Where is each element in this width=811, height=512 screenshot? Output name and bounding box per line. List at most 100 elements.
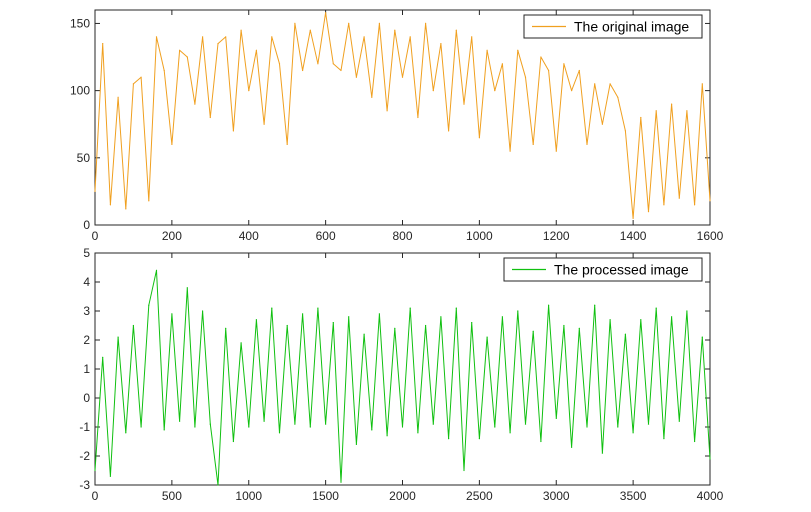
data-point (163, 69, 165, 72)
data-point (394, 327, 396, 329)
data-point (686, 310, 688, 312)
data-point (355, 76, 357, 78)
data-point (486, 336, 488, 338)
data-point (378, 313, 380, 315)
data-point (355, 443, 357, 445)
data-point (432, 423, 434, 425)
data-point (425, 324, 427, 327)
y-tick-label: -2 (79, 449, 90, 463)
x-tick-label: 600 (316, 229, 336, 243)
x-tick-label: 1000 (466, 229, 493, 243)
data-point (209, 423, 211, 425)
data-point (255, 319, 257, 321)
data-point (317, 307, 319, 309)
data-point (302, 313, 304, 315)
data-point (248, 90, 250, 92)
data-point (417, 432, 419, 434)
data-point (202, 36, 204, 38)
data-point (401, 76, 404, 78)
data-point (125, 432, 127, 434)
data-point (655, 307, 657, 309)
data-point (494, 426, 496, 428)
data-point (663, 204, 665, 206)
data-point (209, 116, 211, 119)
data-point (179, 420, 181, 422)
x-tick-label: 4000 (697, 489, 724, 503)
y-tick-label: 100 (70, 84, 90, 98)
plot-area (94, 9, 711, 226)
data-point (386, 110, 388, 112)
legend-label: The original image (574, 19, 689, 35)
data-point (486, 49, 488, 51)
data-point (179, 49, 181, 51)
data-point (163, 429, 165, 431)
data-point (517, 310, 519, 312)
y-tick-label: 150 (70, 16, 90, 30)
data-point (563, 324, 565, 327)
data-point (571, 90, 573, 92)
x-tick-label: 1400 (620, 229, 647, 243)
y-tick-label: 0 (83, 391, 90, 405)
data-point (471, 36, 473, 38)
x-tick-label: 2000 (389, 489, 416, 503)
data-point (632, 217, 634, 219)
data-point (117, 96, 119, 98)
data-point (563, 63, 565, 65)
data-point (102, 356, 104, 358)
x-tick-label: 1600 (697, 229, 724, 243)
data-point (240, 29, 242, 31)
data-point (709, 458, 711, 460)
data-point (640, 319, 642, 321)
data-point (348, 22, 350, 24)
data-point (248, 426, 250, 428)
data-point (263, 123, 265, 125)
data-point (701, 336, 703, 338)
data-point (440, 316, 442, 318)
data-point (109, 204, 111, 206)
data-point (686, 110, 688, 112)
x-tick-label: 1000 (235, 489, 262, 503)
data-point (647, 423, 650, 425)
data-point (609, 83, 611, 85)
data-point (294, 22, 296, 24)
legend-box (503, 257, 703, 282)
data-point (694, 440, 696, 443)
data-point (394, 29, 396, 31)
data-point (678, 197, 680, 199)
data-point (478, 438, 480, 440)
data-point (217, 43, 219, 45)
data-point (555, 417, 557, 419)
data-point (624, 333, 627, 335)
data-point (509, 432, 511, 434)
data-point (302, 69, 304, 72)
data-point (578, 327, 580, 329)
data-point (401, 426, 404, 428)
data-point (425, 22, 427, 24)
data-point (378, 22, 380, 24)
legend: The processed image (503, 257, 703, 282)
data-point (194, 103, 196, 105)
data-point (102, 43, 104, 45)
data-point (709, 200, 711, 202)
data-point (325, 12, 327, 14)
data-point (240, 342, 242, 344)
x-tick-label: 0 (92, 229, 99, 243)
data-point (647, 211, 650, 213)
x-tick-label: 1200 (543, 229, 570, 243)
data-point (109, 475, 111, 477)
data-point (532, 330, 534, 332)
legend-box (523, 14, 703, 39)
data-point (140, 76, 142, 78)
data-point (340, 481, 342, 483)
data-point (232, 130, 234, 132)
data-point (155, 36, 158, 38)
data-point (386, 435, 388, 437)
data-point (509, 150, 511, 152)
data-point (363, 36, 365, 38)
data-point (586, 426, 588, 428)
data-point (548, 304, 550, 306)
data-point (309, 29, 311, 31)
data-point (309, 426, 311, 428)
data-point (409, 307, 411, 309)
y-tick-label: -1 (79, 420, 90, 434)
